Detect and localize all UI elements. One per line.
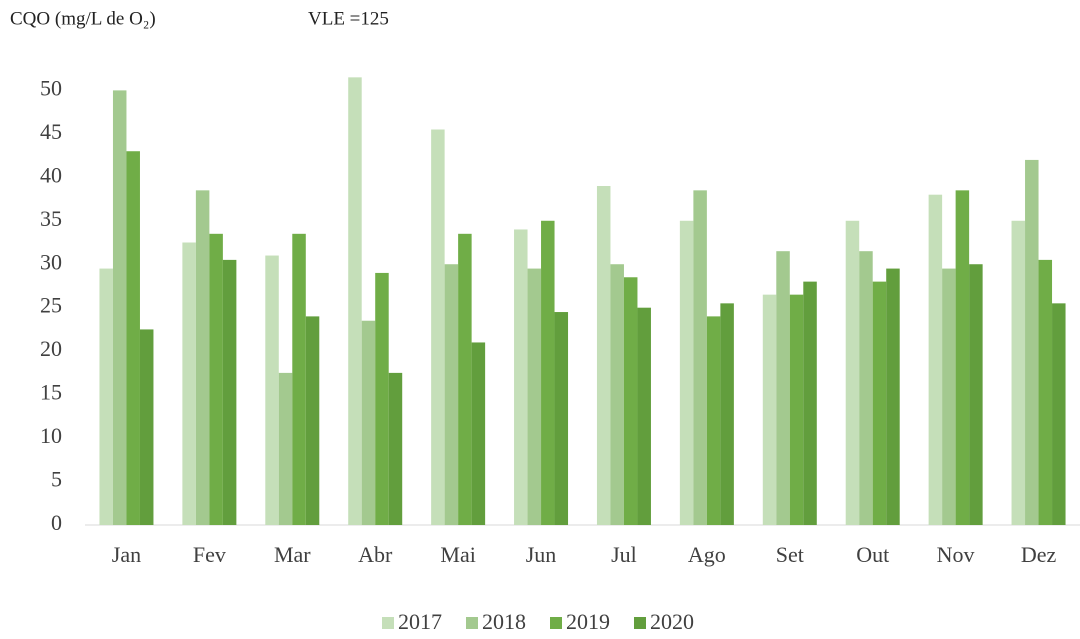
legend-label: 2020 xyxy=(650,609,694,634)
bar xyxy=(292,233,306,526)
y-tick-label: 20 xyxy=(40,336,62,361)
annotation: VLE =125 xyxy=(308,8,389,29)
x-tick-label: Mai xyxy=(440,542,475,567)
bar xyxy=(1011,220,1026,525)
x-tick-label: Mar xyxy=(274,542,311,567)
bar xyxy=(693,190,707,525)
bar xyxy=(928,194,943,525)
x-tick-label: Jun xyxy=(526,542,557,567)
y-tick-label: 40 xyxy=(40,162,62,187)
y-tick-label: 15 xyxy=(40,380,62,405)
x-tick-label: Set xyxy=(776,542,804,567)
bar xyxy=(278,372,293,525)
bar xyxy=(554,312,569,525)
bar xyxy=(99,268,113,525)
bar xyxy=(444,264,459,525)
bar xyxy=(265,255,279,526)
bar xyxy=(969,264,983,525)
chart-title: CQO (mg/L de O₂) xyxy=(10,8,156,29)
bar xyxy=(182,242,196,525)
y-tick-label: 5 xyxy=(51,467,62,492)
bar xyxy=(1038,259,1053,525)
bar xyxy=(139,329,154,525)
bar xyxy=(375,272,389,525)
y-tick-label: 10 xyxy=(40,423,62,448)
bar xyxy=(845,220,860,525)
x-tick-label: Jul xyxy=(611,542,637,567)
x-tick-label: Ago xyxy=(688,542,726,567)
bar xyxy=(955,190,970,525)
x-tick-label: Dez xyxy=(1021,542,1057,567)
legend-label: 2017 xyxy=(398,609,442,634)
bar xyxy=(431,129,445,525)
bar xyxy=(348,77,362,525)
bar xyxy=(305,316,320,525)
bar xyxy=(471,342,486,525)
bar xyxy=(789,294,804,525)
bar xyxy=(720,303,734,525)
x-tick-label: Jan xyxy=(112,542,141,567)
x-tick-label: Nov xyxy=(937,542,975,567)
bar xyxy=(1052,303,1066,525)
bar xyxy=(1025,159,1039,525)
bar xyxy=(541,220,555,525)
legend-swatch xyxy=(382,617,394,629)
bar xyxy=(514,229,528,525)
bar xyxy=(706,316,721,525)
bar xyxy=(458,233,472,526)
bar xyxy=(388,372,403,525)
bar xyxy=(637,307,651,525)
bar xyxy=(886,268,900,525)
legend-label: 2018 xyxy=(482,609,526,634)
y-tick-label: 30 xyxy=(40,249,62,274)
bar xyxy=(803,281,817,525)
bar xyxy=(527,268,542,525)
x-tick-label: Fev xyxy=(193,542,226,567)
y-tick-label: 50 xyxy=(40,75,62,100)
bar xyxy=(209,233,223,526)
y-tick-label: 0 xyxy=(51,510,62,535)
bar xyxy=(361,320,376,525)
x-tick-label: Abr xyxy=(358,542,393,567)
bar xyxy=(776,251,790,525)
bar xyxy=(610,264,624,525)
bar xyxy=(623,277,638,525)
y-tick-label: 45 xyxy=(40,119,62,144)
bar xyxy=(859,251,873,525)
legend-swatch xyxy=(634,617,646,629)
legend-swatch xyxy=(550,617,562,629)
bar xyxy=(762,294,777,525)
bar xyxy=(195,190,210,525)
bar xyxy=(126,151,140,525)
bar xyxy=(222,259,237,525)
x-tick-label: Out xyxy=(856,542,889,567)
bar xyxy=(112,90,127,525)
bar xyxy=(596,186,611,525)
bar xyxy=(942,268,956,525)
y-tick-label: 25 xyxy=(40,293,62,318)
bar xyxy=(679,220,694,525)
y-tick-label: 35 xyxy=(40,206,62,231)
legend-swatch xyxy=(466,617,478,629)
bar xyxy=(872,281,887,525)
legend-label: 2019 xyxy=(566,609,610,634)
